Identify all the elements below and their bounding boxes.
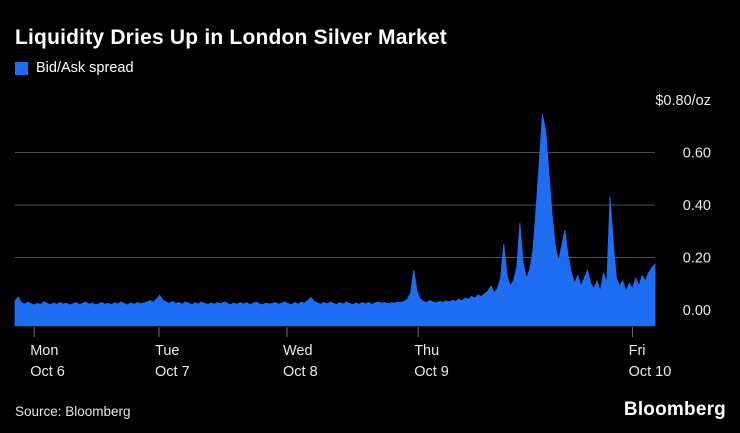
y-axis-label: 0.60: [683, 146, 711, 162]
y-axis-label: $0.80/oz: [655, 93, 711, 109]
area-series: [14, 114, 656, 327]
source-text: Source: Bloomberg: [15, 404, 131, 419]
chart-title: Liquidity Dries Up in London Silver Mark…: [15, 26, 447, 50]
y-axis-label: 0.20: [683, 251, 711, 267]
x-axis-label-day: Thu: [414, 343, 439, 359]
legend-swatch-icon: [15, 61, 28, 75]
legend-label: Bid/Ask spread: [36, 60, 134, 76]
x-axis-label-day: Fri: [629, 343, 646, 359]
x-axis-label-date: Oct 10: [629, 364, 672, 380]
x-axis-label-day: Wed: [283, 343, 313, 359]
x-axis-label-date: Oct 9: [414, 364, 449, 380]
x-axis-label-date: Oct 7: [155, 364, 190, 380]
y-axis-label: 0.40: [683, 198, 711, 214]
x-axis-label-date: Oct 6: [30, 364, 65, 380]
bloomberg-logo: Bloomberg: [623, 399, 726, 420]
x-axis-label-day: Mon: [30, 343, 58, 359]
y-axis-label: 0.00: [683, 303, 711, 319]
x-axis-label-day: Tue: [155, 343, 179, 359]
legend: Bid/Ask spread: [15, 60, 134, 76]
x-axis-label-date: Oct 8: [283, 364, 318, 380]
